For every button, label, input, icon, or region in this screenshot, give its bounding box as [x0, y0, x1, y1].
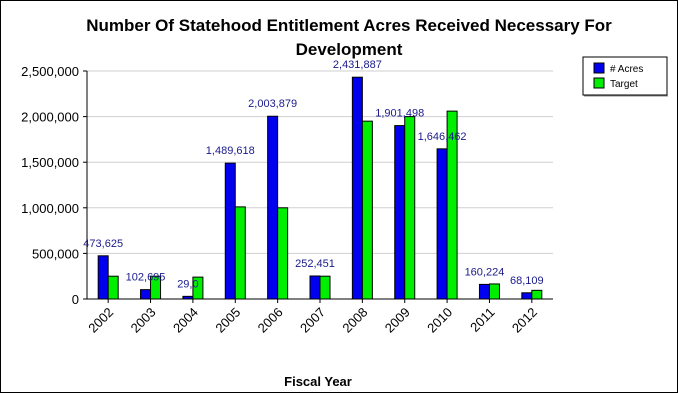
- data-label: 1,646,462: [418, 131, 467, 143]
- bar-target: [234, 206, 246, 300]
- x-tick-label: 2004: [170, 305, 201, 336]
- gridlines: [87, 70, 553, 254]
- data-label: 68,109: [510, 275, 544, 287]
- legend: # Acres Target: [582, 56, 668, 97]
- x-tick-label: 2003: [128, 305, 159, 336]
- chart-title-line2: Development: [296, 40, 403, 59]
- bar-acres: [140, 289, 152, 300]
- bar-target: [531, 289, 543, 300]
- y-tick-label: 500,000: [32, 246, 79, 261]
- data-label: 29,0: [177, 278, 198, 290]
- bar-acres: [267, 115, 279, 300]
- bar-acres: [521, 292, 533, 300]
- bar-target: [107, 275, 119, 300]
- y-tick-label: 0: [72, 292, 79, 307]
- bar-target: [319, 275, 331, 300]
- data-label: 252,451: [295, 258, 335, 270]
- legend-swatch: [593, 62, 605, 74]
- bar-target: [277, 207, 289, 300]
- y-tick-label: 1,000,000: [21, 201, 79, 216]
- bar-acres: [478, 283, 490, 300]
- bar-acres: [97, 255, 109, 300]
- x-tick-label: 2008: [339, 305, 370, 336]
- bar-acres: [436, 148, 448, 300]
- data-label: 160,224: [465, 266, 505, 278]
- legend-swatch: [593, 77, 605, 89]
- y-tick-label: 2,500,000: [21, 64, 79, 79]
- bar-target: [488, 283, 500, 300]
- x-tick-label: 2009: [382, 305, 413, 336]
- data-label: 1,489,618: [206, 145, 255, 157]
- bar-target: [361, 120, 373, 300]
- data-label: 473,625: [83, 238, 123, 250]
- legend-label: # Acres: [610, 64, 643, 75]
- chart-title-line1: Number Of Statehood Entitlement Acres Re…: [86, 16, 612, 35]
- x-tick-label: 2010: [424, 305, 455, 336]
- data-label: 2,431,887: [333, 59, 382, 71]
- data-labels: 473,625 102,695 29,0 1,489,618 2,003,879 252,…: [83, 59, 543, 290]
- bar-acres: [224, 162, 236, 300]
- y-axis-ticks: 0 500,000 1,000,000 1,500,000 2,000,000 2,500…: [21, 64, 87, 307]
- bar-acres: [351, 76, 363, 300]
- y-tick-label: 2,000,000: [21, 110, 79, 125]
- x-axis-label: Fiscal Year: [284, 374, 352, 389]
- data-label: 1,901,498: [375, 108, 424, 120]
- data-label: 102,695: [126, 272, 166, 284]
- x-tick-label: 2007: [297, 305, 328, 336]
- bar-acres: [309, 275, 321, 300]
- x-tick-label: 2006: [255, 305, 286, 336]
- y-tick-label: 1,500,000: [21, 155, 79, 170]
- legend-label: Target: [610, 79, 638, 90]
- x-tick-label: 2011: [467, 305, 497, 335]
- bars: [97, 76, 543, 300]
- x-tick-label: 2002: [85, 305, 116, 336]
- x-axis-ticks: 2002 2003 2004 2005 2006 2007 2008 2009 2010 2011…: [85, 299, 540, 336]
- x-tick-label: 2012: [509, 305, 540, 336]
- bar-target: [404, 116, 416, 300]
- x-tick-label: 2005: [212, 305, 243, 336]
- bar-acres: [394, 125, 406, 300]
- data-label: 2,003,879: [248, 98, 297, 110]
